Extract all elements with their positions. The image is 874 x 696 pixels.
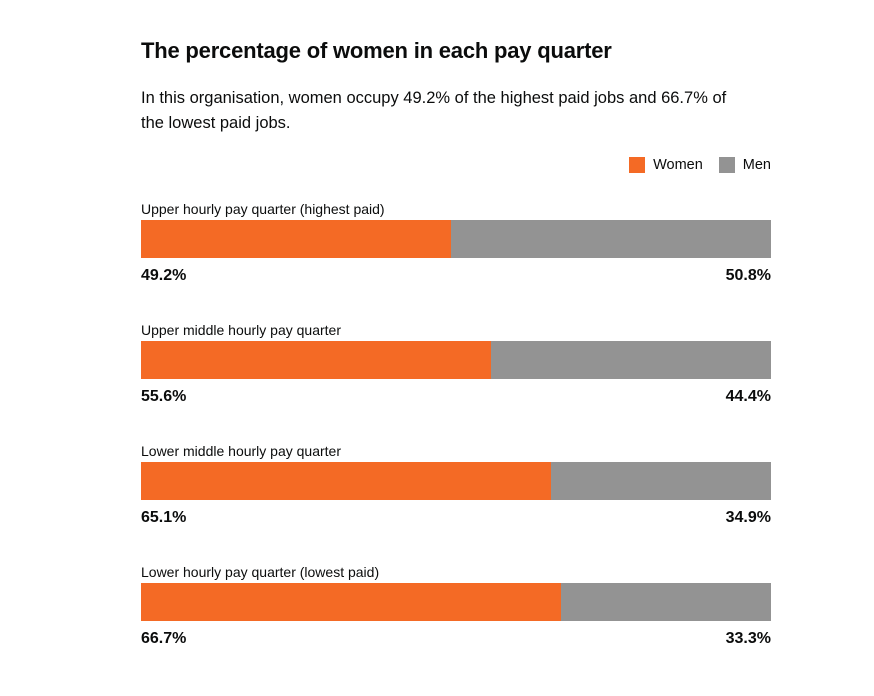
- value-label-men: 34.9%: [725, 509, 771, 526]
- legend-label-women: Women: [653, 157, 703, 173]
- chart-legend: Women Men: [613, 157, 771, 173]
- value-label-women: 66.7%: [141, 630, 187, 647]
- bar-row: Lower hourly pay quarter (lowest paid) 66…: [141, 563, 771, 684]
- value-label-men: 50.8%: [725, 267, 771, 284]
- bar-segment-women: [141, 220, 451, 258]
- category-label: Lower middle hourly pay quarter: [141, 443, 341, 459]
- value-labels: 55.6% 44.4%: [141, 387, 771, 407]
- value-label-men: 44.4%: [725, 388, 771, 405]
- legend-label-men: Men: [742, 157, 771, 173]
- bar-segment-men: [451, 220, 771, 258]
- value-label-men: 33.3%: [725, 630, 771, 647]
- stacked-bar: [141, 341, 771, 379]
- bar-row: Upper hourly pay quarter (highest paid) 4…: [141, 200, 771, 321]
- category-label: Lower hourly pay quarter (lowest paid): [141, 564, 380, 580]
- category-label: Upper middle hourly pay quarter: [141, 322, 341, 338]
- bar-segment-men: [561, 583, 771, 621]
- chart-subtitle: In this organisation, women occupy 49.2%…: [141, 89, 727, 132]
- legend-swatch-women: [629, 157, 646, 173]
- stacked-bar: [141, 583, 771, 621]
- bar-row: Lower middle hourly pay quarter 65.1% 34.9…: [141, 442, 771, 563]
- bar-row: Upper middle hourly pay quarter 55.6% 44.4…: [141, 321, 771, 442]
- stacked-bar: [141, 462, 771, 500]
- category-label: Upper hourly pay quarter (highest paid): [141, 201, 385, 217]
- value-labels: 65.1% 34.9%: [141, 508, 771, 528]
- chart-rows: Upper hourly pay quarter (highest paid) 4…: [141, 200, 771, 684]
- stacked-bar: [141, 220, 771, 258]
- bar-segment-women: [141, 583, 561, 621]
- chart-container: The percentage of women in each pay quar…: [141, 36, 771, 647]
- value-labels: 66.7% 33.3%: [141, 629, 771, 649]
- legend-swatch-men: [718, 157, 735, 173]
- bar-segment-men: [551, 462, 771, 500]
- legend-item-women: Women: [629, 157, 703, 173]
- bar-segment-women: [141, 462, 551, 500]
- bar-segment-women: [141, 341, 491, 379]
- value-label-women: 55.6%: [141, 388, 187, 405]
- chart-title: The percentage of women in each pay quar…: [141, 38, 612, 63]
- legend-item-men: Men: [718, 157, 771, 173]
- bar-segment-men: [491, 341, 771, 379]
- value-labels: 49.2% 50.8%: [141, 266, 771, 286]
- value-label-women: 49.2%: [141, 267, 187, 284]
- value-label-women: 65.1%: [141, 509, 187, 526]
